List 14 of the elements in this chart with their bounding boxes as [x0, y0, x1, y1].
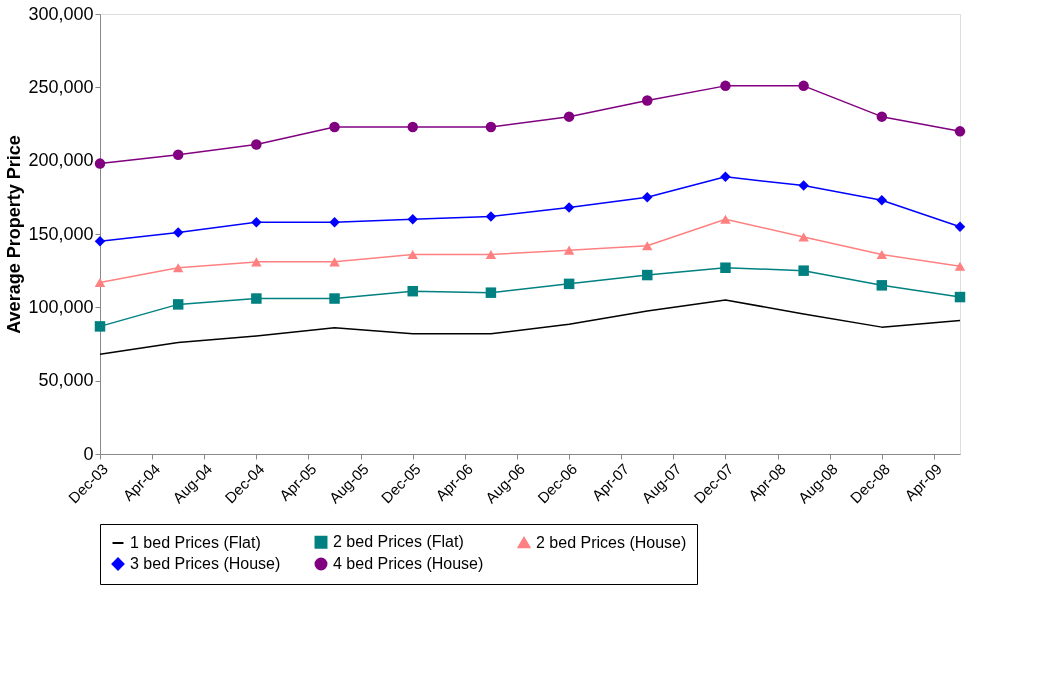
- y-tick-label: 50,000: [38, 370, 94, 391]
- legend-label: 2 bed Prices (House): [536, 533, 687, 551]
- line-series: [99, 299, 961, 356]
- y-tick-label: 300,000: [28, 3, 94, 24]
- y-tick-label: 100,000: [28, 296, 94, 317]
- y-tick-label: 250,000: [28, 76, 94, 97]
- y-tick-label: 200,000: [28, 150, 94, 171]
- y-tick-label: 0: [83, 443, 94, 464]
- legend-label: 2 bed Prices (Flat): [333, 533, 464, 551]
- legend-label: 3 bed Prices (House): [130, 555, 281, 572]
- y-axis-title: Average Property Price: [4, 135, 25, 334]
- legend-label: 1 bed Prices (Flat): [130, 534, 261, 551]
- y-tick-label: 150,000: [28, 223, 94, 244]
- legend-label: 4 bed Prices (House): [333, 555, 484, 572]
